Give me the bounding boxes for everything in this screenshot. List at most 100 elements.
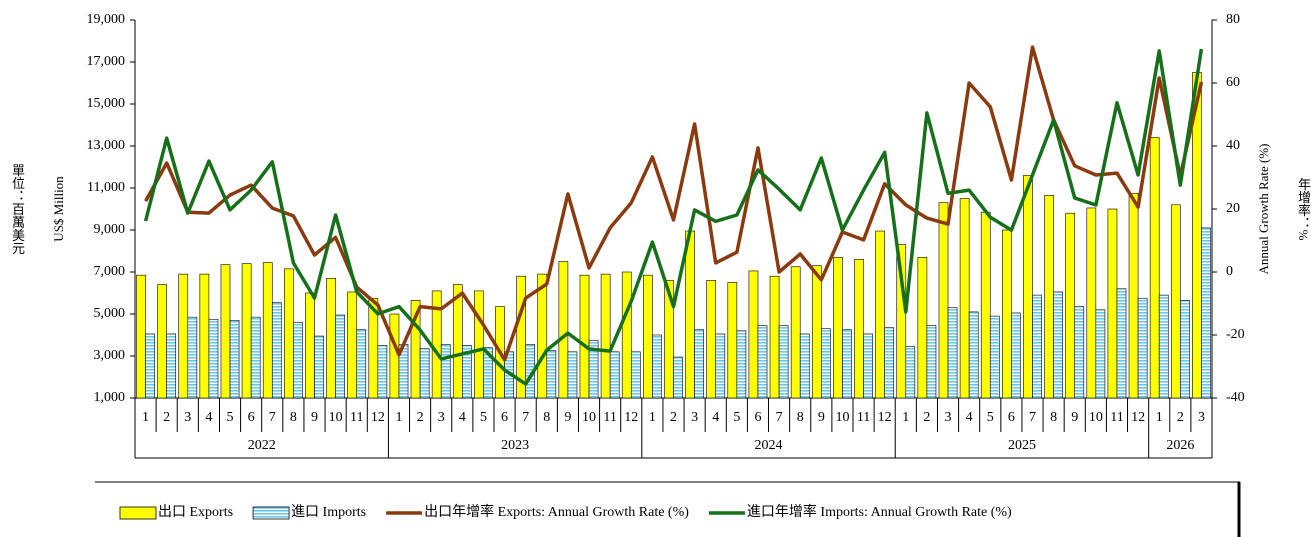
y-tick-label: 5,000 — [94, 306, 126, 321]
bar — [947, 307, 958, 399]
bar — [959, 198, 970, 399]
bar — [389, 313, 400, 399]
bar — [166, 333, 177, 399]
x-tick-label: 3 — [691, 410, 698, 425]
x-tick-label: 11 — [1110, 410, 1123, 425]
legend-label: 進口年增率 Imports: Annual Growth Rate (%) — [747, 503, 1012, 520]
legend-swatch — [252, 506, 290, 520]
bar — [199, 273, 210, 399]
bar — [673, 356, 683, 399]
x-tick-label: 12 — [371, 410, 385, 425]
x-tick-label: 10 — [1089, 410, 1103, 425]
y-tick-label: 3,000 — [94, 348, 126, 363]
x-tick-label: 2 — [670, 410, 677, 425]
x-tick-label: 6 — [1008, 410, 1015, 425]
bar — [262, 262, 273, 399]
y-tick-label: 15,000 — [87, 96, 126, 111]
year-label: 2026 — [1166, 438, 1194, 453]
bar — [926, 325, 937, 399]
bar — [896, 244, 907, 399]
x-tick-label: 9 — [564, 410, 571, 425]
bar — [567, 351, 578, 399]
year-label: 2022 — [248, 438, 276, 453]
bar — [917, 256, 928, 399]
x-tick-label: 8 — [1050, 410, 1057, 425]
bar — [938, 202, 949, 399]
bar — [664, 280, 674, 399]
x-tick-label: 5 — [227, 410, 234, 425]
x-tick-label: 1 — [395, 410, 402, 425]
y2-unit-label: 年增率：% — [1296, 178, 1311, 241]
x-tick-label: 5 — [480, 410, 487, 425]
x-tick-label: 1 — [902, 410, 909, 425]
bar — [643, 274, 653, 399]
bar — [1170, 204, 1181, 399]
bar — [1032, 294, 1042, 399]
bar — [790, 266, 801, 399]
bar — [356, 329, 367, 399]
x-tick-label: 3 — [1198, 410, 1205, 425]
bar — [769, 275, 780, 399]
bar — [377, 345, 388, 399]
bar — [326, 277, 336, 399]
legend-label: 進口 Imports — [291, 504, 366, 520]
y2-tick-label: 60 — [1226, 75, 1240, 90]
bar — [748, 270, 759, 399]
x-tick-label: 10 — [835, 410, 849, 425]
bar — [516, 275, 526, 399]
bar — [1011, 312, 1021, 399]
bar — [842, 329, 852, 399]
bar — [558, 261, 569, 399]
y2-axis-label: Annual Growth Rate (%) — [1256, 143, 1271, 274]
y2-tick-label: 20 — [1226, 201, 1240, 216]
x-tick-label: 6 — [248, 410, 255, 425]
x-tick-label: 4 — [205, 410, 212, 425]
x-tick-label: 10 — [329, 410, 343, 425]
bar — [1107, 208, 1118, 399]
x-tick-label: 5 — [987, 410, 994, 425]
bar — [419, 348, 430, 399]
y-axis-label: US$ Million — [51, 176, 66, 242]
bar — [440, 344, 451, 399]
x-tick-label: 2 — [1177, 410, 1184, 425]
bar — [208, 318, 219, 399]
y-unit-label: 單位：百萬美元 — [10, 164, 25, 256]
bar — [685, 230, 695, 399]
bar — [863, 333, 873, 399]
bar — [546, 350, 557, 399]
bar — [1137, 297, 1148, 399]
x-tick-label: 7 — [522, 410, 529, 425]
x-tick-label: 6 — [754, 410, 761, 425]
bar — [250, 316, 261, 399]
x-tick-label: 2 — [163, 410, 170, 425]
bar — [1095, 309, 1106, 399]
line — [144, 45, 1204, 362]
bar — [1158, 294, 1169, 399]
y2-tick-label: 80 — [1226, 12, 1240, 27]
x-tick-label: 4 — [966, 410, 973, 425]
bar — [136, 274, 146, 399]
bar — [727, 282, 738, 399]
bar — [305, 292, 315, 399]
x-tick-label: 4 — [712, 410, 719, 425]
bar — [284, 268, 294, 399]
bar — [652, 334, 662, 399]
x-tick-label: 8 — [797, 410, 804, 425]
line — [143, 48, 1204, 386]
bar — [229, 319, 240, 399]
x-tick-label: 7 — [1029, 410, 1036, 425]
x-tick-label: 9 — [311, 410, 318, 425]
x-tick-label: 12 — [1131, 410, 1145, 425]
year-label: 2023 — [501, 438, 529, 453]
bar — [271, 302, 282, 399]
x-tick-label: 7 — [776, 410, 783, 425]
bar — [968, 311, 979, 399]
bar — [220, 264, 231, 399]
bar — [1149, 137, 1160, 399]
bar — [187, 316, 198, 399]
y-tick-label: 19,000 — [87, 12, 126, 27]
bar — [241, 263, 252, 399]
bar — [462, 345, 472, 399]
y-tick-label: 13,000 — [87, 138, 126, 153]
